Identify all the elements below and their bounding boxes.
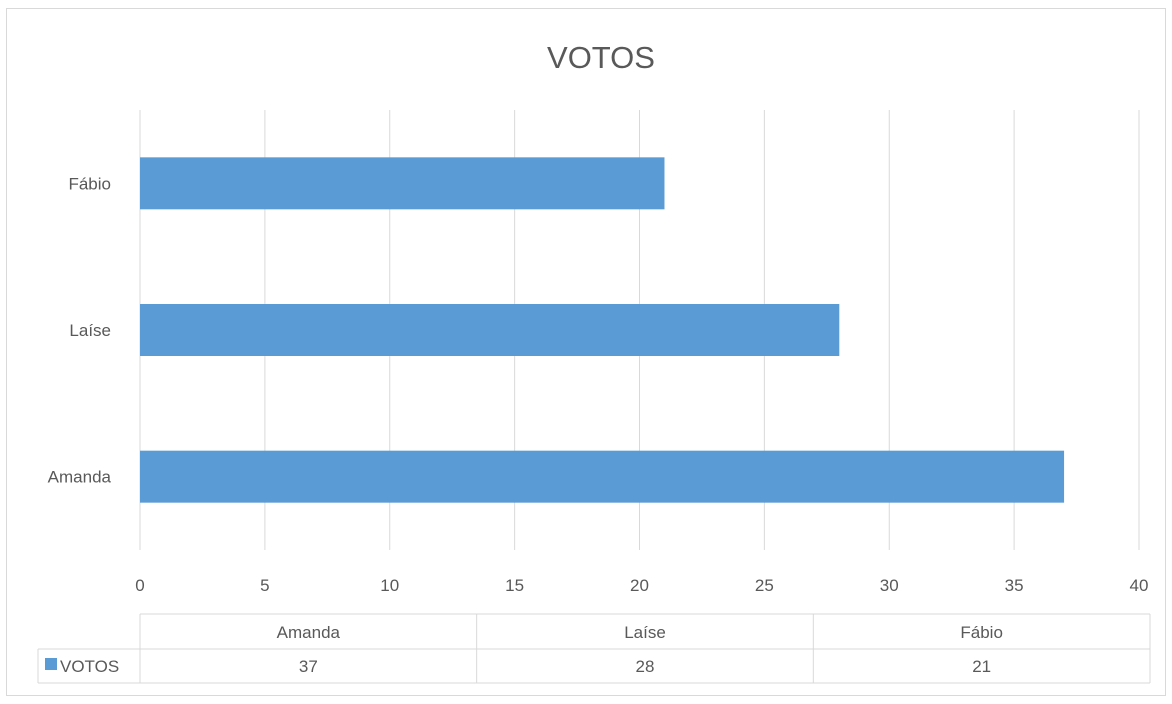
x-tick-label: 30 — [880, 576, 899, 595]
x-tick-label: 0 — [135, 576, 144, 595]
legend-key — [45, 658, 57, 670]
bar-laíse — [140, 304, 840, 356]
bar-fábio — [140, 157, 665, 210]
x-tick-label: 25 — [755, 576, 774, 595]
data-table: Amanda 37 Laíse 28 Fábio 21 VOTOS — [37, 613, 1151, 684]
category-label: Laíse — [69, 321, 111, 340]
x-tick-label: 15 — [505, 576, 524, 595]
chart-title: VOTOS — [547, 40, 655, 75]
x-tick-label: 5 — [260, 576, 269, 595]
x-tick-label: 20 — [630, 576, 649, 595]
category-labels: Amanda Laíse Fábio — [48, 174, 112, 486]
table-value-cell: 28 — [636, 657, 655, 676]
table-value-cell: 37 — [299, 657, 318, 676]
x-tick-labels: 0 5 10 15 20 25 30 35 40 — [135, 576, 1148, 595]
x-tick-label: 40 — [1130, 576, 1149, 595]
bars — [140, 157, 1065, 503]
category-label: Amanda — [48, 468, 112, 487]
legend-label: VOTOS — [60, 657, 119, 676]
bar-amanda — [140, 450, 1065, 503]
table-header-cell: Amanda — [277, 623, 341, 642]
x-tick-label: 35 — [1005, 576, 1024, 595]
table-value-cell: 21 — [972, 657, 991, 676]
x-tick-label: 10 — [380, 576, 399, 595]
table-header-cell: Laíse — [624, 623, 666, 642]
category-label: Fábio — [68, 174, 111, 193]
table-header-cell: Fábio — [960, 623, 1003, 642]
